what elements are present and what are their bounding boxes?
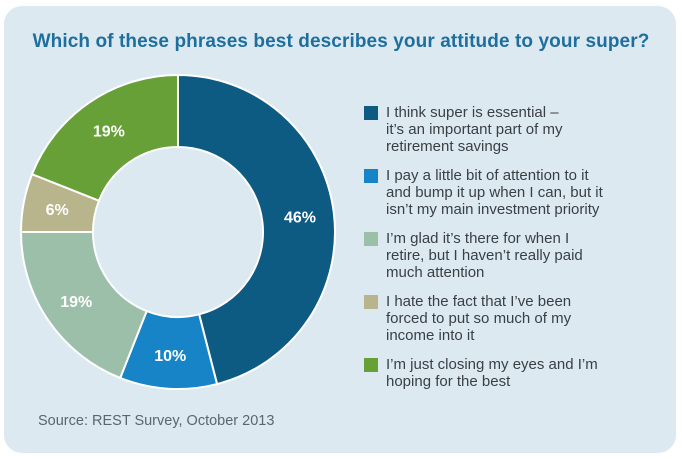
legend-swatch-1 [364,106,378,120]
donut-slice-5 [30,73,179,203]
slice-label-5: 19% [93,123,125,140]
chart-title: Which of these phrases best describes yo… [32,31,650,52]
legend-label-4: I hate the fact that I’ve been forced to … [386,293,572,344]
legend-swatch-3 [364,232,378,246]
slice-label-2: 10% [154,348,186,365]
slice-label-1: 46% [284,210,316,227]
legend-item-1: I think super is essential – it’s an impo… [364,104,664,155]
legend-label-5: I’m just closing my eyes and I’m hoping f… [386,356,598,390]
legend: I think super is essential – it’s an impo… [364,104,664,402]
legend-label-2: I pay a little bit of attention to it and… [386,167,603,218]
legend-swatch-4 [364,295,378,309]
donut-slice-1 [177,73,336,386]
donut-hole [94,148,262,316]
legend-item-2: I pay a little bit of attention to it and… [364,167,664,218]
legend-label-1: I think super is essential – it’s an impo… [386,104,563,155]
slice-label-4: 6% [46,202,69,219]
source-note: Source: REST Survey, October 2013 [38,413,275,429]
legend-swatch-2 [364,169,378,183]
slice-label-3: 19% [60,294,92,311]
legend-swatch-5 [364,358,378,372]
legend-item-4: I hate the fact that I’ve been forced to … [364,293,664,344]
legend-item-5: I’m just closing my eyes and I’m hoping f… [364,356,664,390]
